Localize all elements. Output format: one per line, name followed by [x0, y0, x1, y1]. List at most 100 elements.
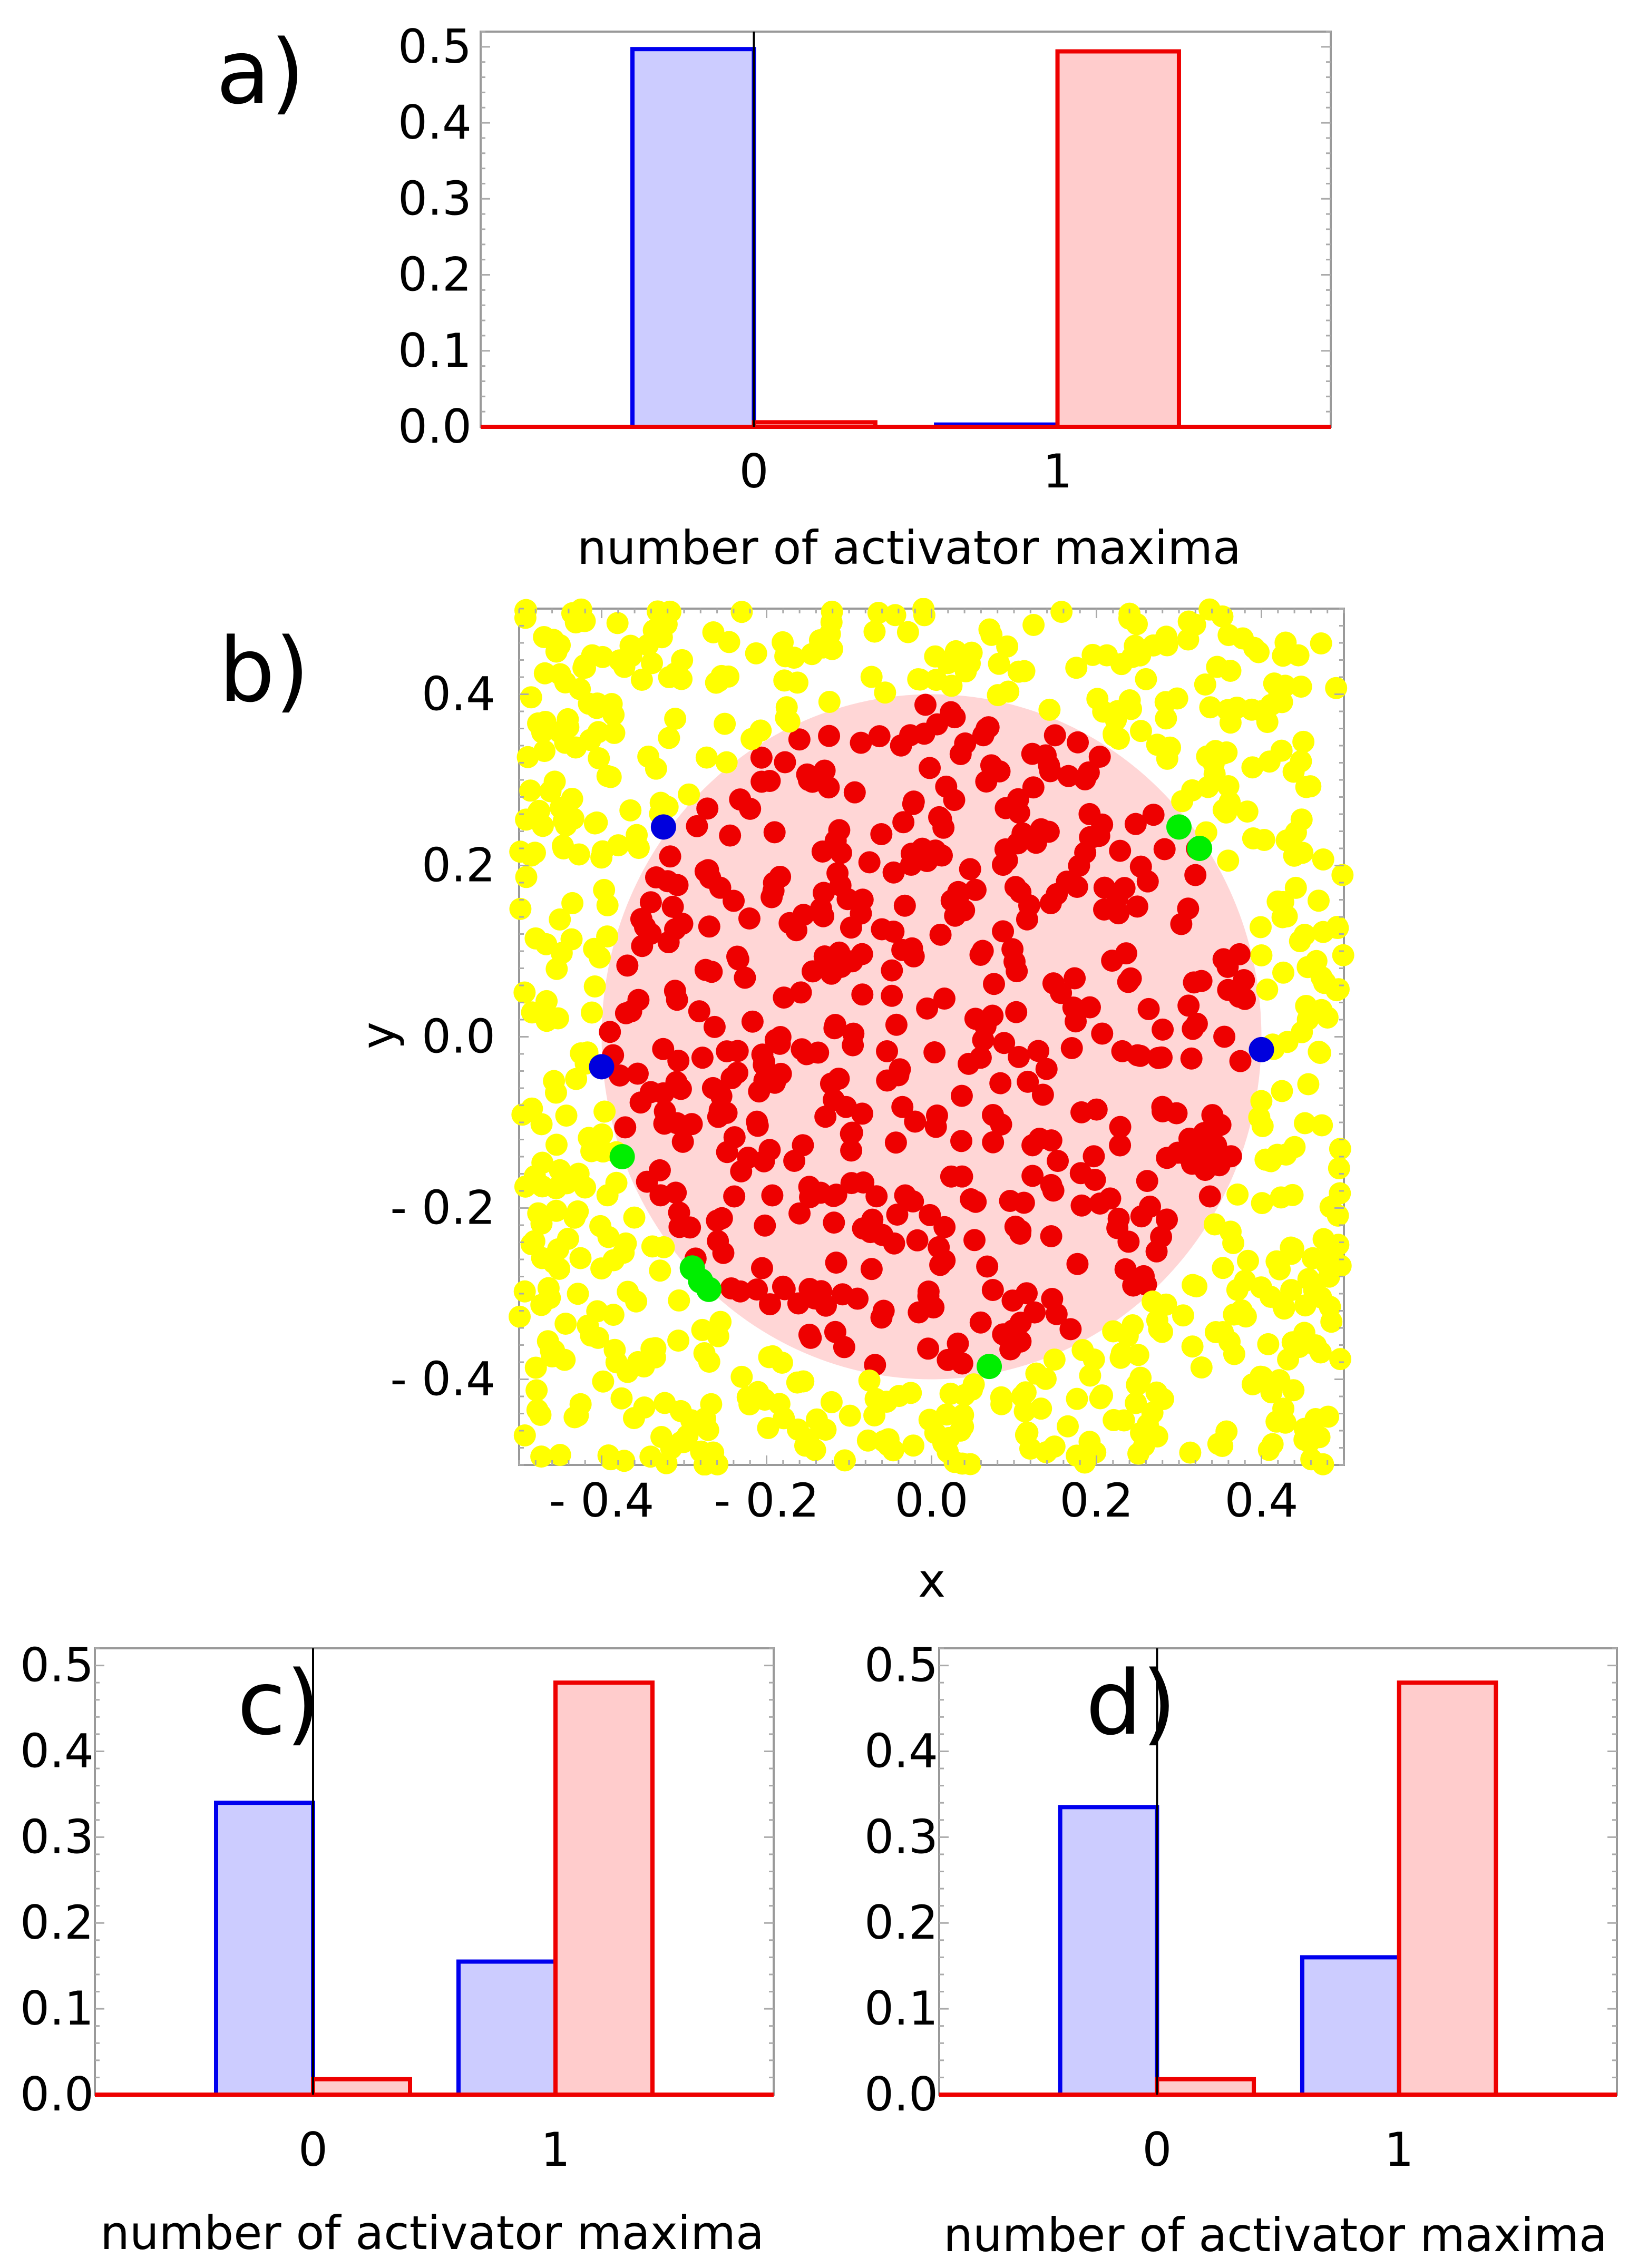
red-point: [947, 1332, 969, 1355]
yellow-point: [1065, 657, 1088, 679]
green-point: [1187, 836, 1213, 861]
red-point: [958, 1052, 980, 1075]
yellow-point: [1217, 624, 1240, 647]
yellow-point: [1226, 696, 1249, 719]
red-point: [820, 1072, 842, 1095]
yellow-point: [900, 1382, 922, 1404]
yellow-point: [586, 1300, 609, 1323]
red-point: [1153, 838, 1176, 861]
red-point: [924, 839, 947, 862]
bar-d-red-1: [1397, 1680, 1498, 2097]
yellow-point: [1206, 656, 1228, 678]
yellow-point: [513, 981, 536, 1004]
red-point: [1089, 1192, 1111, 1215]
red-point: [1115, 942, 1137, 965]
yellow-point: [596, 765, 619, 787]
yellow-point: [754, 1389, 776, 1411]
yellow-point: [581, 1001, 603, 1024]
red-point: [933, 1249, 956, 1272]
yellow-point: [1217, 849, 1240, 872]
yellow-point: [820, 1391, 843, 1413]
yellow-point: [1126, 1373, 1148, 1396]
yellow-point: [1308, 1426, 1331, 1449]
yellow-point: [513, 1424, 536, 1446]
yellow-point: [519, 779, 542, 802]
red-point: [1030, 818, 1052, 840]
red-point: [969, 943, 992, 966]
yellow-point: [570, 598, 592, 621]
yellow-point: [612, 1241, 635, 1264]
red-point: [916, 997, 939, 1020]
red-point: [846, 1287, 869, 1310]
yellow-point: [1127, 1442, 1150, 1465]
red-point: [1185, 1012, 1208, 1035]
red-point: [1136, 1170, 1158, 1192]
red-point: [868, 725, 891, 748]
red-point: [885, 1013, 908, 1036]
red-point: [1059, 1318, 1082, 1341]
red-point: [1170, 913, 1193, 935]
yellow-point: [912, 598, 935, 620]
red-point: [860, 1258, 883, 1280]
yellow-point: [736, 1386, 759, 1409]
panel-b-label: b): [219, 619, 309, 722]
red-point: [940, 889, 963, 912]
yellow-point: [896, 621, 919, 643]
red-point: [798, 1176, 821, 1198]
yellow-point: [605, 1171, 628, 1194]
yellow-point: [730, 1365, 753, 1388]
red-point: [914, 693, 937, 716]
yellow-point: [773, 669, 796, 692]
red-point: [923, 1041, 946, 1064]
yellow-point: [1265, 1410, 1288, 1433]
red-point: [1109, 839, 1132, 862]
red-point: [726, 945, 749, 968]
yellow-point: [1253, 828, 1275, 851]
yellow-point: [1320, 1311, 1343, 1333]
red-point: [982, 973, 1005, 995]
yellow-point: [1125, 1392, 1147, 1414]
red-point: [1228, 985, 1251, 1008]
yellow-point: [937, 652, 959, 674]
panel-b-xtick-label: 0.4: [1225, 1473, 1299, 1528]
yellow-point: [583, 975, 606, 998]
red-point: [636, 1170, 658, 1193]
yellow-point: [549, 1159, 571, 1181]
yellow-point: [1096, 644, 1118, 667]
red-point: [609, 1064, 631, 1087]
yellow-point: [1234, 1305, 1257, 1328]
yellow-point: [959, 652, 981, 674]
yellow-point: [523, 1165, 546, 1188]
yellow-point: [1106, 700, 1129, 722]
red-point: [661, 895, 684, 918]
red-point: [1137, 998, 1160, 1020]
red-point: [930, 808, 952, 830]
yellow-point: [569, 1247, 592, 1269]
yellow-point: [1260, 1150, 1282, 1172]
red-point: [840, 916, 862, 939]
red-point: [890, 734, 912, 757]
yellow-point: [783, 647, 805, 669]
yellow-point: [863, 620, 886, 643]
green-point: [1166, 814, 1192, 840]
red-point: [906, 1229, 929, 1252]
red-point: [778, 912, 801, 934]
yellow-point: [633, 1396, 656, 1419]
red-point: [772, 1275, 794, 1298]
red-point: [686, 815, 708, 837]
red-point: [774, 751, 796, 774]
red-point: [851, 1102, 873, 1125]
red-point: [893, 894, 916, 917]
yellow-point: [645, 757, 667, 780]
red-point: [694, 860, 717, 883]
yellow-point: [875, 1391, 898, 1413]
red-point: [1122, 1274, 1145, 1297]
blue-point: [650, 814, 676, 840]
red-point: [799, 1326, 822, 1349]
yellow-point: [918, 1409, 941, 1431]
red-point: [870, 1306, 893, 1329]
red-point: [976, 718, 998, 740]
red-point: [639, 891, 662, 914]
red-point: [1083, 1145, 1105, 1168]
red-point: [886, 1203, 909, 1226]
